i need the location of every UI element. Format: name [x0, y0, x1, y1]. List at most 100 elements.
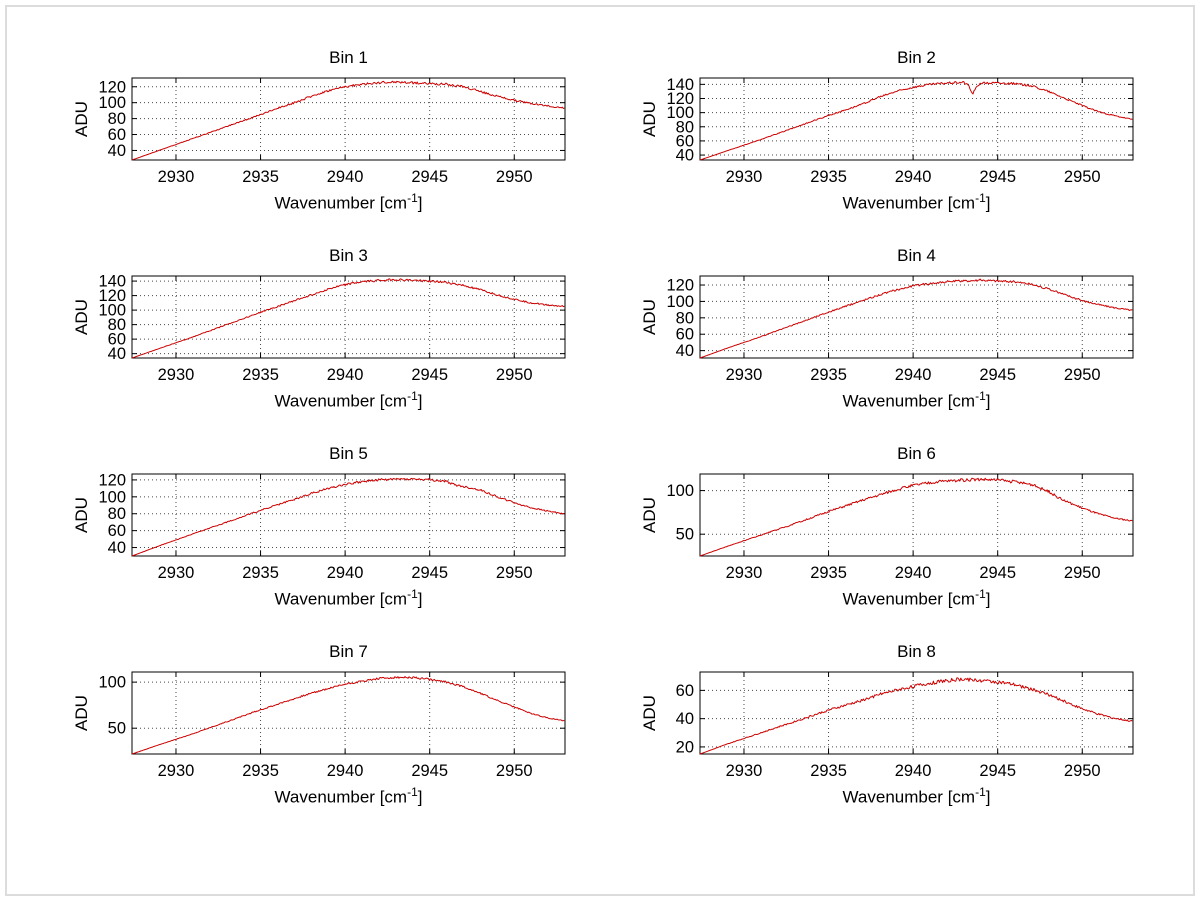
- x-axis-label-superscript: -1: [975, 389, 986, 403]
- x-tick-label: 2935: [242, 564, 279, 582]
- x-tick-label: 2950: [496, 168, 533, 186]
- x-tick-label: 2950: [1064, 168, 1101, 186]
- y-tick-label: 120: [666, 277, 694, 295]
- y-tick-label: 60: [676, 682, 694, 700]
- x-axis-label-superscript: -1: [407, 389, 418, 403]
- plot-area: 2930 2935 2940 2945 2950 50 100: [98, 671, 566, 780]
- x-axis-label: Wavenumber [cm-1]: [700, 386, 1133, 412]
- x-tick-label: 2935: [242, 168, 279, 186]
- x-tick-label: 2935: [242, 366, 279, 384]
- x-axis-label: Wavenumber [cm-1]: [132, 386, 565, 412]
- y-tick-label: 60: [108, 126, 126, 144]
- spectrum-line: [131, 676, 565, 755]
- x-tick-label: 2945: [979, 366, 1016, 384]
- x-tick-label: 2930: [726, 762, 763, 780]
- subplot-bin-6: Bin 6 ADU 2930 2935 2940 2945 2950 50 100 Wave…: [608, 438, 1148, 636]
- x-axis-label-text: Wavenumber [cm: [274, 193, 408, 213]
- x-tick-label: 2940: [895, 564, 932, 582]
- y-tick-label: 100: [666, 293, 694, 311]
- plot-title: Bin 7: [329, 642, 368, 661]
- x-tick-label: 2935: [810, 366, 847, 384]
- y-tick-label: 40: [108, 345, 126, 363]
- x-axis-label-suffix: ]: [417, 391, 423, 411]
- y-tick-label: 80: [108, 110, 126, 128]
- y-tick-label: 100: [98, 674, 126, 692]
- axes-box: [131, 473, 566, 557]
- subplot-bin-5: Bin 5 ADU 2930 2935 2940 2945 2950 40 60 80 100 1…: [40, 438, 580, 636]
- y-tick-label: 100: [98, 488, 126, 506]
- x-axis-label-text: Wavenumber [cm: [842, 589, 976, 609]
- axes-box: [699, 77, 1134, 161]
- y-tick-label: 100: [666, 482, 694, 500]
- y-tick-label: 40: [676, 342, 694, 360]
- x-tick-label: 2945: [411, 168, 448, 186]
- x-tick-label: 2940: [327, 168, 364, 186]
- x-tick-label: 2940: [327, 564, 364, 582]
- x-axis-label-suffix: ]: [985, 787, 991, 807]
- x-axis-label-suffix: ]: [985, 193, 991, 213]
- x-tick-label: 2940: [895, 366, 932, 384]
- x-axis-label: Wavenumber [cm-1]: [700, 584, 1133, 610]
- subplot-bin-1: Bin 1 ADU 2930 2935 2940 2945 2950 40 60 80 100 1…: [40, 42, 580, 240]
- subplot-bin-4: Bin 4 ADU 2930 2935 2940 2945 2950 40 60 80 100 1…: [608, 240, 1148, 438]
- y-tick-label: 50: [676, 526, 694, 544]
- y-tick-label: 40: [676, 147, 694, 165]
- spectrum-line: [131, 278, 565, 359]
- y-tick-label: 60: [676, 326, 694, 344]
- y-tick-label: 60: [676, 132, 694, 150]
- x-axis-label-suffix: ]: [417, 787, 423, 807]
- y-tick-label: 40: [108, 539, 126, 557]
- x-axis-label: Wavenumber [cm-1]: [132, 782, 565, 808]
- x-tick-label: 2935: [810, 168, 847, 186]
- x-tick-label: 2945: [979, 168, 1016, 186]
- y-tick-label: 140: [666, 76, 694, 94]
- x-tick-label: 2930: [158, 168, 195, 186]
- y-tick-label: 50: [108, 720, 126, 738]
- x-axis-label-suffix: ]: [985, 391, 991, 411]
- x-axis-label-text: Wavenumber [cm: [274, 391, 408, 411]
- x-tick-label: 2945: [979, 564, 1016, 582]
- y-tick-label: 80: [108, 316, 126, 334]
- plot-title: Bin 4: [897, 246, 936, 265]
- spectrum-line: [131, 80, 565, 161]
- x-tick-label: 2950: [1064, 762, 1101, 780]
- y-tick-label: 140: [98, 273, 126, 291]
- plot-title: Bin 3: [329, 246, 368, 265]
- x-axis-label-text: Wavenumber [cm: [274, 589, 408, 609]
- y-tick-label: 120: [98, 471, 126, 489]
- x-tick-label: 2930: [158, 564, 195, 582]
- x-axis-label: Wavenumber [cm-1]: [700, 782, 1133, 808]
- y-tick-label: 100: [98, 94, 126, 112]
- y-tick-label: 120: [98, 78, 126, 96]
- x-tick-label: 2930: [726, 564, 763, 582]
- x-axis-label: Wavenumber [cm-1]: [132, 584, 565, 610]
- axes-box: [699, 671, 1134, 755]
- axes-box: [699, 473, 1134, 557]
- x-axis-label-superscript: -1: [407, 785, 418, 799]
- x-axis-label-text: Wavenumber [cm: [842, 193, 976, 213]
- y-tick-label: 120: [666, 90, 694, 108]
- plot-title: Bin 6: [897, 444, 936, 463]
- x-tick-label: 2940: [327, 762, 364, 780]
- axes-box: [131, 671, 566, 755]
- x-axis-label-suffix: ]: [417, 193, 423, 213]
- subplot-bin-7: Bin 7 ADU 2930 2935 2940 2945 2950 50 100 Wave…: [40, 636, 580, 834]
- y-tick-label: 100: [666, 104, 694, 122]
- x-tick-label: 2950: [496, 564, 533, 582]
- y-tick-label: 80: [108, 505, 126, 523]
- spectrum-line: [699, 477, 1133, 557]
- x-tick-label: 2930: [158, 366, 195, 384]
- plot-title: Bin 2: [897, 48, 936, 67]
- y-tick-label: 100: [98, 302, 126, 320]
- x-tick-label: 2940: [895, 762, 932, 780]
- x-tick-label: 2935: [242, 762, 279, 780]
- x-axis-label-text: Wavenumber [cm: [842, 787, 976, 807]
- x-axis-label-suffix: ]: [985, 589, 991, 609]
- x-axis-label-superscript: -1: [407, 587, 418, 601]
- plot-area: 2930 2935 2940 2945 2950 20 40 60: [676, 671, 1134, 780]
